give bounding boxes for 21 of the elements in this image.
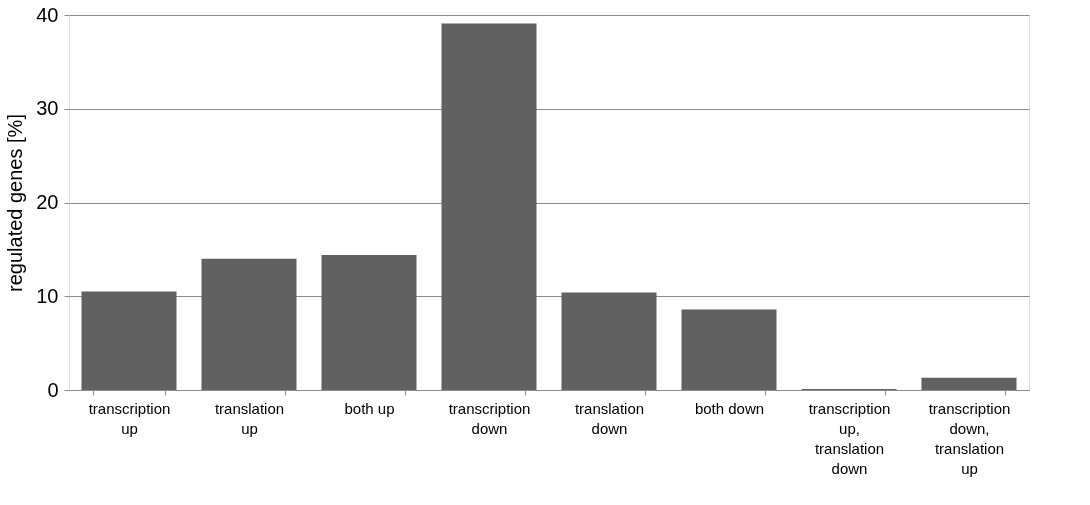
bar	[561, 292, 657, 390]
bar	[81, 291, 177, 390]
x-tick-label: transcription down	[448, 399, 531, 437]
x-tick-label: both up	[344, 399, 395, 417]
x-tick-label: translation up	[214, 399, 285, 437]
bar	[441, 23, 537, 390]
x-tick-label: translation down	[574, 399, 645, 437]
y-tick-label: 20	[36, 191, 59, 213]
bar	[201, 258, 297, 390]
x-tick-label: transcription down, translation up	[928, 399, 1011, 477]
y-tick-label: 30	[36, 97, 59, 120]
y-tick-label: 40	[36, 3, 59, 26]
bar	[921, 377, 1017, 390]
bar	[681, 309, 777, 390]
y-tick-label: 10	[36, 284, 59, 307]
x-tick-label: both down	[694, 399, 765, 417]
x-tick-label: transcription up, translation down	[808, 399, 891, 477]
bar	[321, 255, 417, 390]
x-tick-label: transcription up	[88, 399, 171, 437]
y-axis-title: regulated genes [%]	[4, 114, 27, 292]
y-tick-label: 0	[47, 378, 59, 401]
